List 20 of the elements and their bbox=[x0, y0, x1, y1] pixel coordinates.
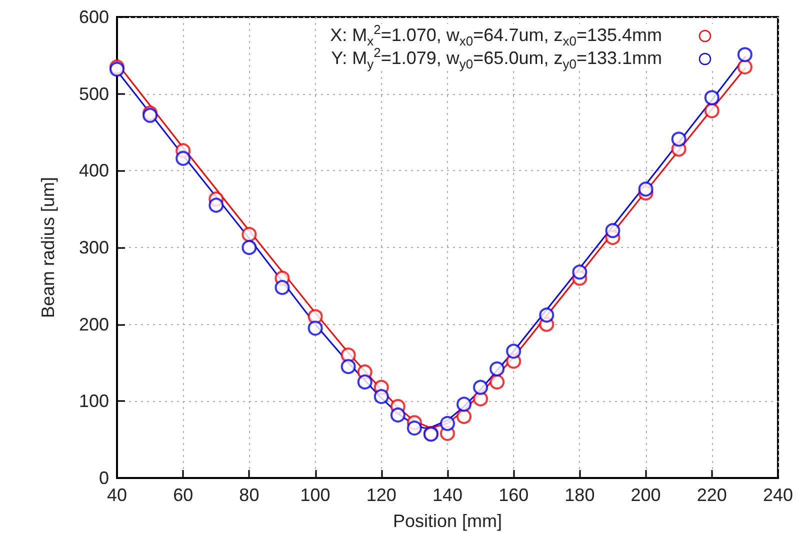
x-tick-label: 240 bbox=[762, 485, 794, 505]
x-tick-label: 120 bbox=[366, 485, 396, 505]
x-tick-label: 180 bbox=[564, 485, 595, 505]
x-tick-label: 100 bbox=[300, 485, 330, 505]
y-tick-label: 600 bbox=[78, 7, 109, 27]
y-tick-label: 400 bbox=[78, 160, 109, 181]
x-tick-label: 160 bbox=[498, 485, 529, 505]
y-tick-label: 300 bbox=[78, 238, 109, 258]
y-tick-label: 500 bbox=[78, 84, 109, 104]
x-axis-title: Position [mm] bbox=[392, 511, 502, 531]
x-tick-label: 220 bbox=[696, 485, 727, 505]
x-tick-label: 40 bbox=[106, 485, 128, 505]
y-axis-title: Beam radius [um] bbox=[38, 176, 58, 318]
y-tick-label: 200 bbox=[78, 314, 109, 334]
y-tick-label: 0 bbox=[98, 468, 109, 488]
y-tick-label: 100 bbox=[78, 391, 109, 412]
x-tick-label: 140 bbox=[432, 485, 463, 505]
x-tick-label: 80 bbox=[239, 485, 260, 505]
x-tick-label: 60 bbox=[173, 485, 194, 505]
x-tick-label: 200 bbox=[630, 485, 661, 505]
